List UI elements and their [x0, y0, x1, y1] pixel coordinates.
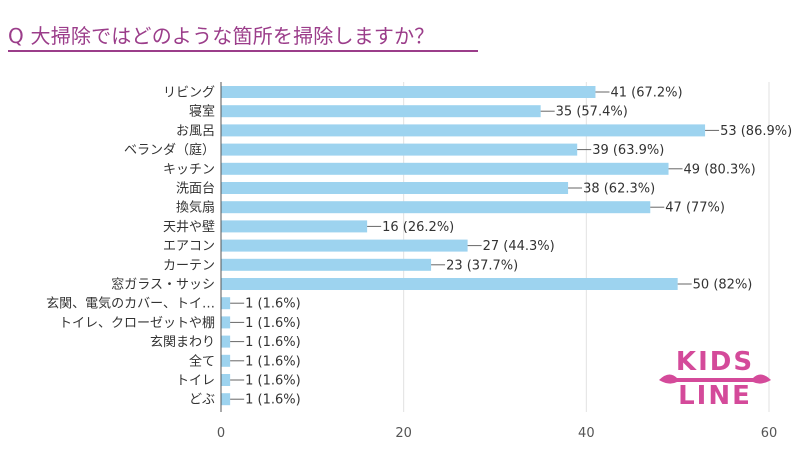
- x-tick-label: 0: [217, 426, 225, 441]
- category-label: 洗面台: [176, 182, 215, 197]
- x-axis-ticks: 0 20 40 60: [217, 426, 777, 441]
- bar: [221, 316, 231, 329]
- category-label: ベランダ（庭）: [124, 142, 215, 158]
- data-label: 23 (37.7%): [446, 258, 518, 273]
- data-label: 27 (44.3%): [483, 239, 555, 254]
- data-label: 1 (1.6%): [245, 297, 301, 312]
- bar: [221, 86, 596, 98]
- logo-ribbon: [659, 374, 771, 384]
- x-tick-label: 20: [395, 426, 412, 441]
- bar: [221, 124, 706, 137]
- bar: [221, 182, 569, 194]
- bar: [221, 393, 231, 406]
- data-label: 53 (86.9%): [720, 124, 792, 139]
- bars: 41 (67.2%) 35 (57.4%) 53 (86.9%) 39 (63.9%)…: [221, 86, 792, 408]
- x-tick-label: 40: [578, 426, 595, 441]
- category-label: エアコン: [163, 239, 215, 254]
- x-tick-label: 60: [761, 426, 778, 441]
- logo-line1: KIDS: [676, 347, 754, 377]
- data-label: 35 (57.4%): [556, 105, 628, 120]
- data-label: 49 (80.3%): [684, 162, 756, 177]
- bar: [221, 354, 231, 367]
- bar: [221, 297, 231, 310]
- bar: [221, 201, 651, 214]
- category-label: 全て: [189, 353, 215, 369]
- bar: [221, 374, 231, 386]
- bar: [221, 278, 678, 290]
- data-label: 1 (1.6%): [245, 316, 301, 331]
- category-label: お風呂: [176, 124, 215, 139]
- bar: [221, 239, 468, 252]
- data-label: 38 (62.3%): [583, 182, 655, 197]
- category-label: 玄関まわり: [150, 335, 215, 350]
- category-label: リビング: [163, 86, 215, 101]
- data-label: 41 (67.2%): [610, 86, 682, 101]
- data-label: 39 (63.9%): [592, 143, 664, 158]
- data-label: 50 (82%): [693, 278, 753, 293]
- bar: [221, 258, 432, 271]
- category-label: カーテン: [163, 258, 215, 273]
- category-label: 玄関、電気のカバー、トイ…: [46, 296, 215, 312]
- category-label: トイレ: [176, 374, 215, 389]
- data-label: 1 (1.6%): [245, 335, 301, 350]
- bar: [221, 105, 541, 118]
- logo-line2: LINE: [678, 381, 752, 410]
- page-title: Q 大掃除ではどのような箇所を掃除しますか？: [8, 24, 435, 48]
- data-label: 16 (26.2%): [382, 220, 454, 235]
- data-label: 1 (1.6%): [245, 374, 301, 389]
- bar: [221, 220, 368, 233]
- category-label: キッチン: [163, 162, 215, 177]
- category-label: どぶ: [189, 393, 215, 408]
- data-label: 1 (1.6%): [245, 354, 301, 369]
- data-label: 1 (1.6%): [245, 393, 301, 408]
- category-label: トイレ、クローゼットや棚: [59, 316, 215, 331]
- bar: [221, 335, 231, 348]
- data-label: 47 (77%): [665, 201, 725, 216]
- category-label: 寝室: [189, 104, 215, 120]
- category-label: 換気扇: [176, 200, 215, 216]
- kidsline-logo: KIDS LINE: [659, 347, 771, 410]
- category-label: 窓ガラス・サッシ: [111, 277, 215, 293]
- category-label: 天井や壁: [163, 220, 215, 235]
- bar: [221, 162, 669, 175]
- bar: [221, 143, 578, 156]
- title-underline: [8, 50, 478, 52]
